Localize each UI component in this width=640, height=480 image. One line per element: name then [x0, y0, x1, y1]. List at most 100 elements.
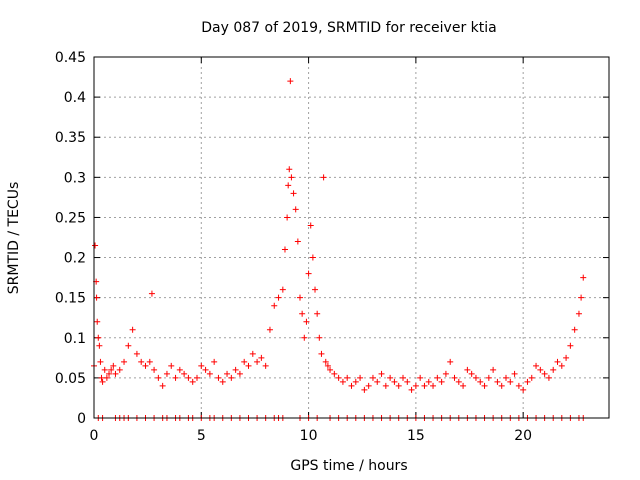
data-point — [155, 374, 162, 381]
data-point — [281, 246, 288, 253]
data-point — [95, 334, 102, 341]
data-point — [297, 294, 303, 301]
data-point — [578, 294, 585, 301]
y-tick-label: 0 — [77, 411, 86, 427]
data-point — [339, 378, 346, 385]
data-point — [472, 374, 479, 381]
data-point — [417, 374, 424, 381]
data-point — [485, 374, 492, 381]
data-point — [110, 362, 117, 369]
data-point — [185, 374, 192, 381]
data-point — [524, 378, 531, 385]
data-point — [125, 342, 132, 349]
data-point — [271, 302, 278, 309]
data-point — [434, 374, 441, 381]
data-point — [528, 374, 535, 381]
data-point — [567, 342, 574, 349]
data-point — [374, 378, 381, 385]
data-point — [96, 342, 103, 349]
data-point — [481, 382, 488, 389]
y-tick-label: 0.4 — [64, 90, 86, 106]
data-point — [98, 374, 105, 381]
data-point — [133, 350, 140, 357]
data-point — [301, 334, 308, 341]
data-point — [477, 378, 484, 385]
data-point — [369, 374, 376, 381]
data-point — [344, 374, 351, 381]
data-point — [142, 362, 149, 369]
data-point — [348, 382, 355, 389]
data-point — [284, 214, 291, 221]
data-point — [202, 366, 209, 373]
x-tick-label: 5 — [197, 428, 206, 444]
data-point — [412, 382, 419, 389]
data-point — [215, 374, 222, 381]
data-point — [455, 378, 462, 385]
data-point — [408, 386, 415, 393]
data-point — [320, 174, 327, 181]
data-point — [387, 374, 394, 381]
data-point — [395, 382, 402, 389]
data-point — [206, 370, 213, 377]
data-point — [116, 366, 123, 373]
data-point — [318, 350, 325, 357]
chart-title: Day 087 of 2019, SRMTID for receiver kti… — [201, 20, 496, 36]
data-point — [228, 374, 235, 381]
data-point — [438, 378, 445, 385]
y-tick-label: 0.3 — [64, 170, 86, 186]
data-point — [361, 386, 368, 393]
data-point — [503, 374, 509, 381]
grid-layer — [94, 57, 609, 418]
data-point — [198, 362, 205, 369]
data-point — [324, 362, 331, 369]
y-tick-label: 0.05 — [55, 371, 86, 387]
data-point — [537, 366, 544, 373]
data-point — [146, 358, 153, 365]
data-point — [163, 370, 170, 377]
data-point — [168, 362, 175, 369]
data-point — [232, 366, 239, 373]
data-point — [224, 370, 231, 377]
data-point — [305, 270, 312, 277]
x-tick-label: 10 — [300, 428, 318, 444]
ticks-layer: 0 0.05 0.1 0.15 0.2 0.25 0.3 0.35 0.4 0.45 0 5 10 15 2… — [55, 50, 609, 444]
data-point — [189, 378, 196, 385]
data-point — [103, 374, 110, 381]
y-tick-label: 0.15 — [55, 291, 86, 307]
data-point — [93, 294, 100, 301]
data-point — [563, 354, 570, 361]
data-point — [108, 366, 115, 373]
data-point — [442, 370, 449, 377]
y-tick-label: 0.45 — [55, 50, 86, 66]
data-point — [447, 358, 454, 365]
data-point — [335, 374, 342, 381]
data-point — [258, 354, 265, 361]
data-point — [357, 374, 364, 381]
data-point — [430, 382, 437, 389]
data-point — [172, 374, 179, 381]
x-tick-label: 20 — [514, 428, 532, 444]
data-point — [129, 326, 136, 333]
data-point — [99, 378, 106, 385]
data-point — [550, 366, 557, 373]
data-point — [236, 370, 243, 377]
data-point — [194, 374, 200, 381]
data-point — [382, 382, 389, 389]
data-point — [425, 378, 432, 385]
data-point — [571, 326, 578, 333]
data-point — [181, 370, 188, 377]
data-point — [378, 370, 385, 377]
data-point — [400, 374, 406, 381]
data-point — [286, 166, 293, 173]
data-point — [254, 358, 261, 365]
y-tick-label: 0.2 — [64, 251, 86, 267]
data-point — [101, 366, 108, 373]
data-point — [511, 370, 518, 377]
data-point — [515, 382, 522, 389]
data-point — [307, 222, 314, 229]
plot-frame — [93, 56, 610, 419]
data-point — [285, 182, 292, 189]
data-point — [541, 370, 548, 377]
data-point — [299, 310, 306, 317]
